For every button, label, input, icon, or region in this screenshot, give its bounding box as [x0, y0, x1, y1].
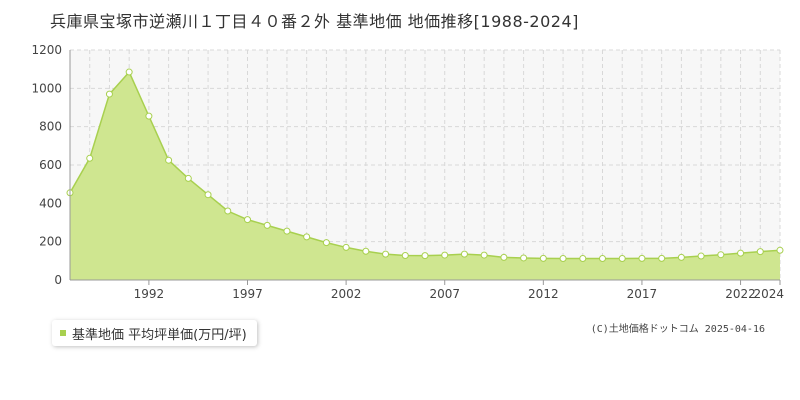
legend-label: 基準地価 平均坪単価(万円/坪) — [72, 327, 247, 343]
data-point — [460, 250, 468, 258]
chart-title: 兵庫県宝塚市逆瀬川１丁目４０番２外 基準地価 地価推移[1988-2024] — [50, 12, 579, 31]
data-point — [579, 255, 587, 263]
y-tick-label: 600 — [39, 158, 62, 172]
y-tick-label: 800 — [39, 120, 62, 134]
data-point — [658, 254, 666, 262]
data-point — [697, 252, 705, 260]
data-point — [145, 112, 153, 120]
data-point — [322, 239, 330, 247]
legend: 基準地価 平均坪単価(万円/坪) — [52, 320, 257, 346]
data-point — [382, 250, 390, 258]
data-point — [165, 156, 173, 164]
x-tick-label: 2017 — [627, 287, 658, 301]
data-point — [125, 68, 133, 76]
y-tick-label: 200 — [39, 235, 62, 249]
data-point — [105, 90, 113, 98]
data-point — [539, 254, 547, 262]
legend-swatch — [60, 330, 66, 336]
y-tick-label: 1200 — [31, 43, 62, 57]
data-point — [224, 207, 232, 215]
data-point — [244, 216, 251, 224]
data-point — [283, 227, 291, 235]
data-point — [500, 253, 508, 261]
data-point — [86, 154, 94, 162]
data-point — [638, 254, 646, 262]
data-point — [421, 252, 429, 260]
data-point — [737, 249, 745, 257]
data-point — [756, 248, 764, 256]
data-point — [559, 255, 567, 263]
data-point — [599, 255, 606, 263]
data-point — [401, 251, 409, 259]
data-point — [303, 233, 311, 241]
data-point — [441, 251, 449, 259]
y-tick-label: 0 — [54, 273, 62, 287]
x-tick-label: 2007 — [429, 287, 460, 301]
data-point — [677, 253, 685, 261]
x-tick-label: 2002 — [331, 287, 362, 301]
data-point — [717, 251, 725, 259]
data-point — [480, 251, 488, 259]
data-point — [342, 243, 350, 251]
y-tick-label: 1000 — [31, 81, 62, 95]
copyright-text: (C)土地価格ドットコム 2025-04-16 — [590, 324, 765, 335]
x-tick-label: 2022 — [725, 287, 756, 301]
data-point — [362, 247, 370, 255]
data-point — [776, 246, 784, 254]
data-point — [618, 255, 626, 263]
data-point — [520, 254, 528, 262]
y-tick-label: 400 — [39, 196, 62, 210]
series-area — [70, 72, 780, 280]
data-point — [263, 221, 271, 229]
x-tick-label: 1992 — [134, 287, 165, 301]
x-tick-label: 2012 — [528, 287, 559, 301]
x-tick-label: 2024 — [753, 287, 784, 301]
data-point — [184, 174, 192, 182]
x-tick-label: 1997 — [232, 287, 263, 301]
data-point — [204, 191, 212, 199]
